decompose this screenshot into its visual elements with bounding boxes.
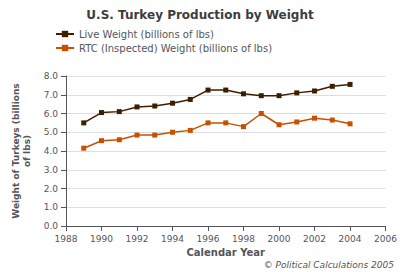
svg-text:RTC (Inspected) Weight (billio: RTC (Inspected) Weight (billions of lbs) bbox=[79, 43, 272, 54]
svg-text:2004: 2004 bbox=[339, 234, 362, 244]
svg-text:Live Weight (billions of lbs): Live Weight (billions of lbs) bbox=[79, 29, 214, 40]
svg-text:1998: 1998 bbox=[232, 234, 255, 244]
svg-text:1992: 1992 bbox=[126, 234, 149, 244]
svg-text:6.0: 6.0 bbox=[44, 109, 59, 119]
svg-text:Calendar Year: Calendar Year bbox=[187, 247, 266, 258]
svg-text:3.0: 3.0 bbox=[44, 165, 59, 175]
svg-text:4.0: 4.0 bbox=[44, 146, 59, 156]
svg-text:8.0: 8.0 bbox=[44, 71, 59, 81]
svg-text:2006: 2006 bbox=[374, 234, 397, 244]
svg-text:1.0: 1.0 bbox=[44, 202, 59, 212]
svg-text:1994: 1994 bbox=[161, 234, 184, 244]
svg-text:7.0: 7.0 bbox=[44, 90, 59, 100]
svg-text:1988: 1988 bbox=[55, 234, 78, 244]
svg-text:1996: 1996 bbox=[197, 234, 220, 244]
svg-text:2000: 2000 bbox=[268, 234, 291, 244]
svg-text:© Political Calculations 2005: © Political Calculations 2005 bbox=[264, 260, 395, 270]
svg-text:1990: 1990 bbox=[90, 234, 113, 244]
svg-text:5.0: 5.0 bbox=[44, 127, 59, 137]
svg-text:2002: 2002 bbox=[303, 234, 326, 244]
svg-text:0.0: 0.0 bbox=[44, 221, 59, 231]
svg-text:of lbs): of lbs) bbox=[22, 135, 32, 167]
svg-text:U.S. Turkey Production by Weig: U.S. Turkey Production by Weight bbox=[86, 8, 314, 22]
svg-text:2.0: 2.0 bbox=[44, 184, 59, 194]
svg-text:Weight of Turkeys (billions: Weight of Turkeys (billions bbox=[11, 83, 21, 218]
